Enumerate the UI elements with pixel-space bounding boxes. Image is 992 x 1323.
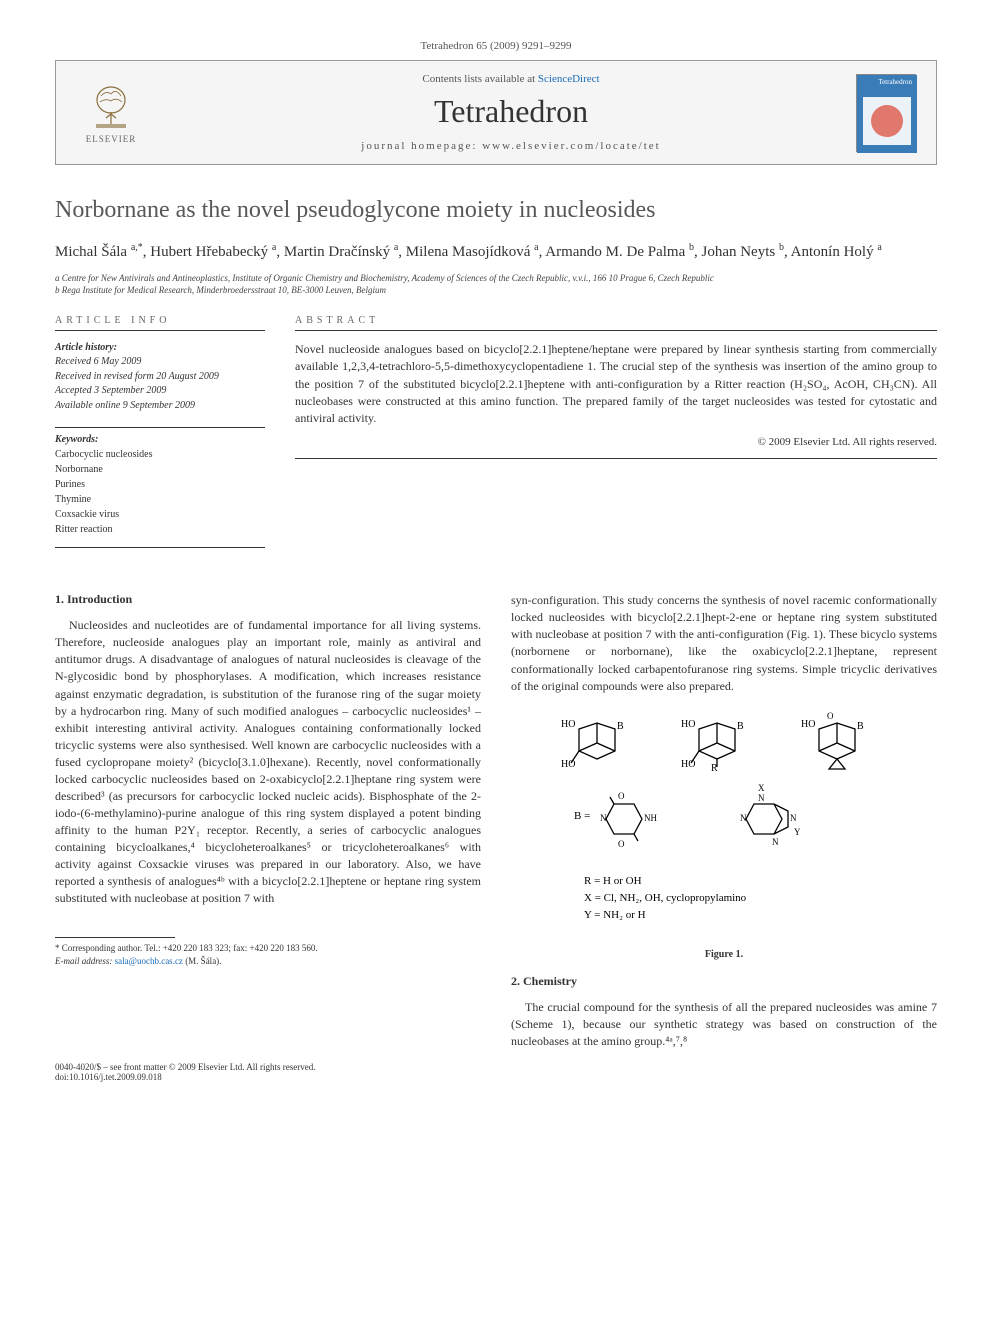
svg-text:HO: HO — [801, 719, 815, 730]
svg-text:NH: NH — [644, 813, 657, 823]
intro-heading: 1. Introduction — [55, 592, 481, 607]
article-info-label: ARTICLE INFO — [55, 315, 265, 331]
keyword-6: Ritter reaction — [55, 522, 265, 537]
svg-text:B: B — [617, 721, 624, 732]
keyword-1: Carbocyclic nucleosides — [55, 447, 265, 462]
footer-copyright-row: 0040-4020/$ – see front matter © 2009 El… — [55, 1062, 937, 1082]
svg-text:N: N — [772, 837, 779, 847]
journal-name: Tetrahedron — [166, 93, 856, 130]
authors-list: Michal Šála a,*, Hubert Hřebabecký a, Ma… — [55, 240, 937, 264]
homepage-prefix: journal homepage: — [361, 140, 482, 152]
journal-cover-thumbnail: Tetrahedron — [856, 74, 916, 152]
cover-art-icon — [857, 75, 917, 153]
keyword-3: Purines — [55, 477, 265, 492]
svg-text:B =: B = — [574, 810, 590, 822]
affiliations: a Centre for New Antivirals and Antineop… — [55, 272, 937, 297]
chemistry-paragraph: The crucial compound for the synthesis o… — [511, 999, 937, 1050]
doi-line: doi:10.1016/j.tet.2009.09.018 — [55, 1072, 316, 1082]
svg-text:HO: HO — [561, 719, 575, 730]
affiliation-b: b Rega Institute for Medical Research, M… — [55, 284, 937, 297]
citation-header: Tetrahedron 65 (2009) 9291–9299 — [55, 40, 937, 52]
history-accepted: Accepted 3 September 2009 — [55, 384, 265, 399]
keywords-label: Keywords: — [55, 432, 265, 447]
history-revised: Received in revised form 20 August 2009 — [55, 370, 265, 385]
journal-header-box: ELSEVIER Contents lists available at Sci… — [55, 60, 937, 165]
email-link[interactable]: sala@uochb.cas.cz — [115, 956, 183, 966]
svg-text:N: N — [758, 793, 765, 803]
abstract-text: Novel nucleoside analogues based on bicy… — [295, 341, 937, 428]
elsevier-logo: ELSEVIER — [76, 75, 146, 150]
footer-block: * Corresponding author. Tel.: +420 220 1… — [55, 937, 481, 967]
article-title: Norbornane as the novel pseudoglycone mo… — [55, 195, 937, 226]
elsevier-tree-icon — [86, 82, 136, 132]
chemistry-heading: 2. Chemistry — [511, 974, 937, 989]
svg-text:O: O — [618, 791, 625, 801]
journal-homepage-line: journal homepage: www.elsevier.com/locat… — [166, 140, 856, 152]
svg-text:O: O — [618, 839, 625, 849]
contents-prefix: Contents lists available at — [422, 73, 537, 85]
svg-text:O: O — [827, 711, 834, 721]
keywords-block: Keywords: Carbocyclic nucleosides Norbor… — [55, 432, 265, 537]
keyword-2: Norbornane — [55, 462, 265, 477]
history-label: Article history: — [55, 341, 265, 356]
svg-text:Y: Y — [794, 827, 801, 837]
history-online: Available online 9 September 2009 — [55, 399, 265, 414]
email-name: (M. Šála). — [185, 956, 221, 966]
svg-text:N: N — [790, 813, 797, 823]
affiliation-a: a Centre for New Antivirals and Antineop… — [55, 272, 937, 285]
svg-text:N: N — [740, 813, 747, 823]
keyword-5: Coxsackie virus — [55, 507, 265, 522]
fig1-legend-3: Y = NH₂ or H — [584, 909, 646, 921]
svg-text:X: X — [758, 783, 765, 793]
svg-text:B: B — [737, 721, 744, 732]
homepage-url[interactable]: www.elsevier.com/locate/tet — [482, 140, 661, 152]
article-history-block: Article history: Received 6 May 2009 Rec… — [55, 341, 265, 414]
issn-line: 0040-4020/$ – see front matter © 2009 El… — [55, 1062, 316, 1072]
corresponding-author: * Corresponding author. Tel.: +420 220 1… — [55, 942, 481, 955]
sciencedirect-link[interactable]: ScienceDirect — [538, 73, 600, 85]
col2-continuation: syn-configuration. This study concerns t… — [511, 592, 937, 694]
svg-text:B: B — [857, 721, 864, 732]
cover-thumb-label: Tetrahedron — [878, 78, 912, 86]
fig1-legend-2: X = Cl, NH₂, OH, cyclopropylamino — [584, 892, 747, 904]
svg-text:HO: HO — [681, 719, 695, 730]
figure-1-label: Figure 1. — [511, 949, 937, 960]
keyword-4: Thymine — [55, 492, 265, 507]
contents-lists-line: Contents lists available at ScienceDirec… — [166, 73, 856, 85]
svg-text:N: N — [600, 813, 607, 823]
abstract-copyright: © 2009 Elsevier Ltd. All rights reserved… — [295, 436, 937, 448]
abstract-label: ABSTRACT — [295, 315, 937, 331]
history-received: Received 6 May 2009 — [55, 355, 265, 370]
figure-1-structures: HO B HO HO B HO — [534, 709, 914, 939]
intro-paragraph: Nucleosides and nucleotides are of funda… — [55, 617, 481, 907]
elsevier-logo-text: ELSEVIER — [86, 134, 137, 144]
email-label: E-mail address: — [55, 956, 112, 966]
fig1-legend-1: R = H or OH — [584, 875, 642, 887]
figure-1-block: HO B HO HO B HO — [511, 709, 937, 960]
